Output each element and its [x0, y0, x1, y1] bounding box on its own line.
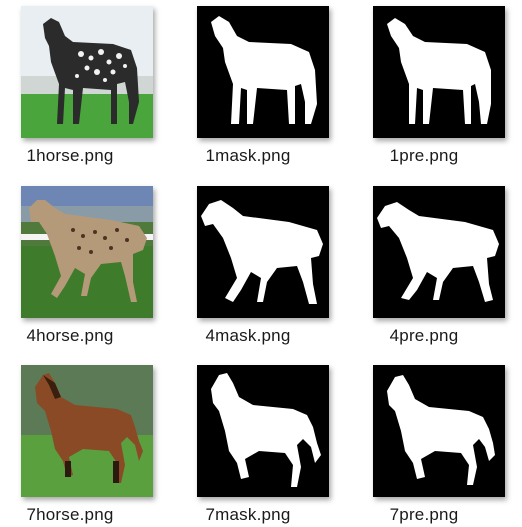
thumbnail-4mask[interactable] — [197, 186, 329, 318]
file-name-label: 7horse.png — [26, 505, 114, 524]
thumbnail-1horse[interactable] — [21, 6, 153, 138]
horse-photo-1 — [21, 6, 153, 138]
thumbnail-7pre[interactable] — [373, 365, 505, 497]
file-name-label: 1pre.png — [389, 146, 459, 165]
thumbnail-1pre[interactable] — [373, 6, 505, 138]
file-name-label: 7pre.png — [389, 505, 459, 524]
mask-image-7pre — [373, 365, 505, 497]
mask-image-7 — [197, 365, 329, 497]
file-name-label: 1mask.png — [205, 146, 291, 165]
file-name-label: 7mask.png — [205, 505, 291, 524]
thumbnail-4pre[interactable] — [373, 186, 505, 318]
mask-image-1pre — [373, 6, 505, 138]
file-name-label: 1horse.png — [26, 146, 114, 165]
mask-image-4pre — [373, 186, 505, 318]
file-name-label: 4pre.png — [389, 326, 459, 345]
mask-image-1 — [197, 6, 329, 138]
thumbnail-7mask[interactable] — [197, 365, 329, 497]
horse-photo-7 — [21, 365, 153, 497]
file-name-label: 4horse.png — [26, 326, 114, 345]
thumbnail-1mask[interactable] — [197, 6, 329, 138]
horse-photo-4 — [21, 186, 153, 318]
mask-image-4 — [197, 186, 329, 318]
thumbnail-4horse[interactable] — [21, 186, 153, 318]
file-name-label: 4mask.png — [205, 326, 291, 345]
thumbnail-7horse[interactable] — [21, 365, 153, 497]
